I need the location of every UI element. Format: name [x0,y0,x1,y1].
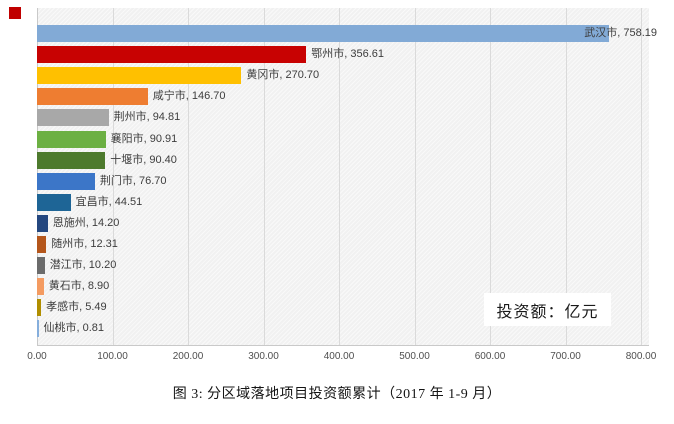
x-tick-label: 0.00 [27,351,47,362]
bar-label: 荆州市, 94.81 [113,111,181,124]
bar [37,299,42,317]
bar-label: 武汉市, 758.19 [584,27,657,39]
bar-label: 荆门市, 76.70 [99,174,167,187]
figure-caption: 图 3: 分区域落地项目投资额累计（2017 年 1-9 月） [172,387,502,402]
unit-label-box: 投资额：亿元 [484,293,611,326]
x-axis-tick-labels: 0.00 100.00 200.00 300.00 400.00 500.00 600.00… [0,351,674,365]
bar-label: 鄂州市, 356.61 [311,48,384,61]
gridline [641,8,642,345]
bar-label: 孝感市, 5.49 [46,301,107,314]
bar [37,236,47,253]
x-tick-label: 200.00 [172,351,204,362]
bar-label: 襄阳市, 90.91 [110,132,178,145]
bar [37,88,148,106]
bar [37,320,39,338]
chart-plot-area: 武汉市, 758.19 鄂州市, 356.61 黄冈市, 270.70 咸宁市, 14… [37,8,657,346]
bar-label: 潜江市, 10.20 [49,259,117,272]
bar [37,25,610,42]
bar [37,151,106,169]
bar-label: 黄石市, 8.90 [48,280,110,293]
x-tick-label: 400.00 [323,351,355,362]
bar [37,109,109,127]
x-tick-label: 700.00 [550,351,581,362]
gridline [112,8,114,345]
bar [37,46,307,64]
bar [37,130,106,148]
x-tick-label: 500.00 [399,351,430,362]
red-square-marker [9,7,21,19]
bar-label: 恩施州, 14.20 [52,216,120,229]
bar-label: 咸宁市, 146.70 [152,90,226,103]
bar-label: 随州市, 12.31 [51,238,118,250]
gridline [565,8,567,345]
bar [37,257,45,275]
bar [37,193,71,211]
gridline [263,8,265,345]
gridline [339,8,340,345]
bar [37,214,48,232]
bar-label: 十堰市, 90.40 [110,153,177,166]
x-tick-label: 100.00 [97,351,128,362]
gridline [490,8,491,345]
bar-label: 仙桃市, 0.81 [43,322,105,335]
gridline [188,8,189,345]
x-tick-label: 800.00 [625,351,657,362]
bar [37,67,242,85]
bar [37,278,44,296]
gridline [414,8,416,345]
x-tick-label: 300.00 [248,351,279,362]
x-tick-label: 600.00 [474,351,506,362]
bar-label: 宜昌市, 44.51 [75,195,143,208]
unit-label-text: 投资额：亿元 [496,303,599,321]
bar [37,172,95,190]
bar-label: 黄冈市, 270.70 [246,69,320,82]
